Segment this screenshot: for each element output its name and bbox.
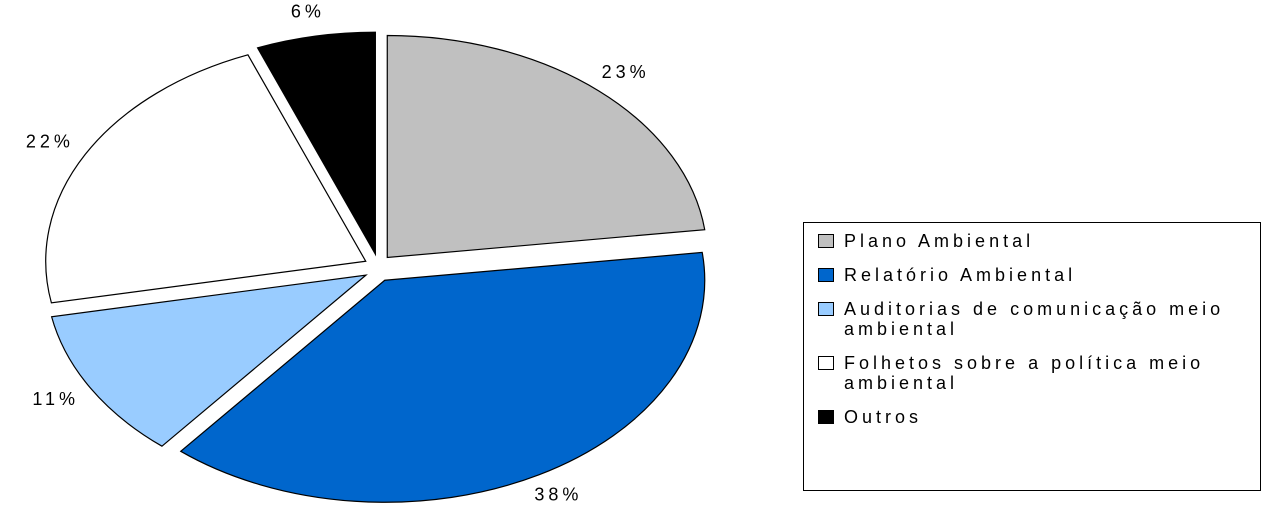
legend-swatch: [818, 234, 834, 248]
pie-slice: [45, 54, 367, 304]
legend-swatch: [818, 268, 834, 282]
legend-label: Plano Ambiental: [844, 231, 1035, 251]
legend-entry: Auditorias de comunicação meio ambiental: [818, 299, 1246, 339]
pie-slice: [179, 251, 706, 503]
data-label: 6%: [291, 2, 325, 22]
chart: 23% 38% 11% 22% 6%: [26, 2, 706, 504]
legend-label: Folhetos sobre a política meio ambiental: [844, 353, 1205, 393]
legend-entry: Relatório Ambiental: [818, 265, 1246, 285]
legend-swatch: [818, 302, 834, 316]
pie-slice: [256, 31, 376, 257]
legend: Plano Ambiental Relatório Ambiental Audito…: [803, 222, 1261, 491]
pie-slice: [50, 274, 368, 447]
legend-label: Relatório Ambiental: [844, 265, 1077, 285]
legend-entry: Folhetos sobre a política meio ambiental: [818, 353, 1246, 393]
legend-swatch: [818, 410, 834, 424]
pie-slice: [386, 34, 706, 259]
legend-entry: Outros: [818, 407, 1246, 427]
data-label: 11%: [32, 389, 79, 409]
legend-label: Outros: [844, 407, 923, 427]
data-label: 38%: [534, 484, 582, 504]
legend-entry: Plano Ambiental: [818, 231, 1246, 251]
legend-swatch: [818, 356, 834, 370]
data-label: 22%: [26, 132, 74, 152]
data-label: 23%: [602, 62, 650, 82]
legend-label: Auditorias de comunicação meio ambiental: [844, 299, 1225, 339]
